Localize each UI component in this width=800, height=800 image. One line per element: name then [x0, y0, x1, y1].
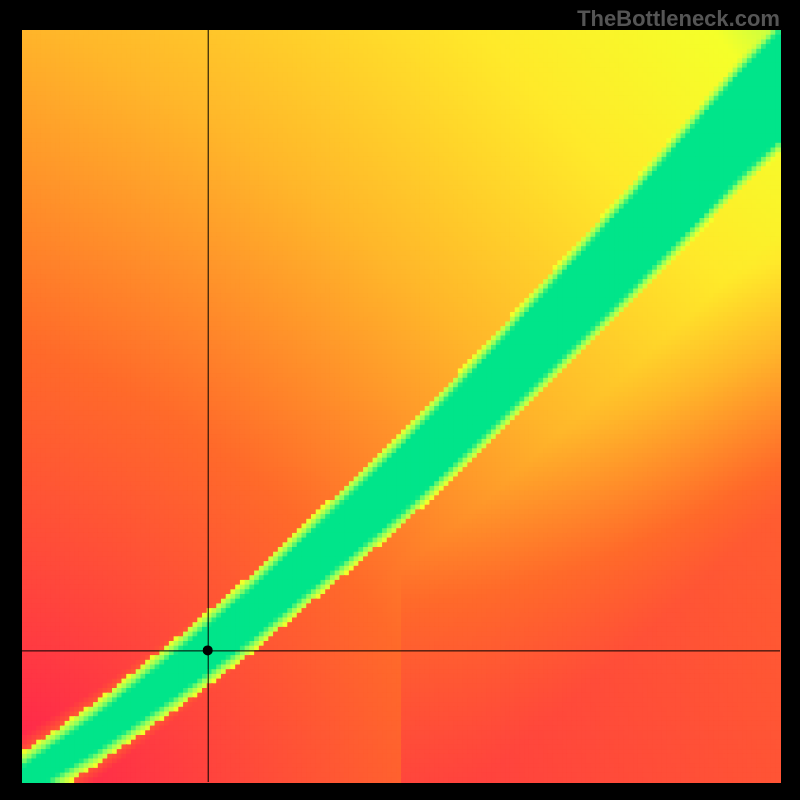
watermark-label: TheBottleneck.com — [577, 6, 780, 32]
bottleneck-heatmap — [0, 0, 800, 800]
